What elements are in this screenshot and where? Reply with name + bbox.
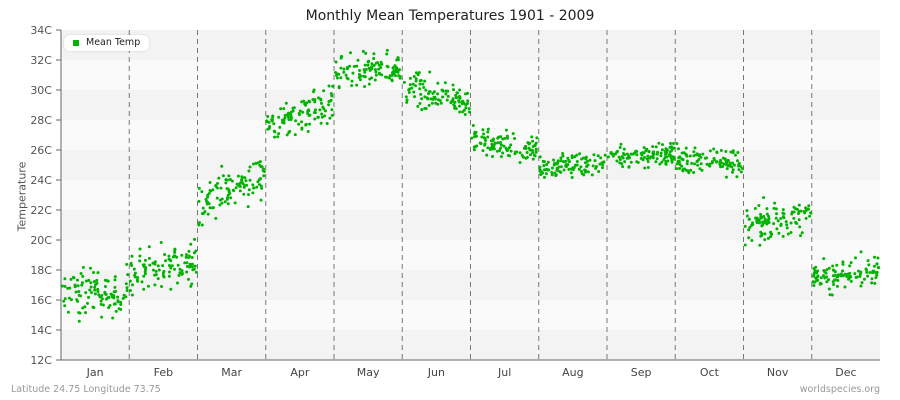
svg-text:Nov: Nov	[767, 366, 789, 379]
svg-text:Jan: Jan	[86, 366, 104, 379]
svg-text:20C: 20C	[30, 234, 52, 247]
source-credit: worldspecies.org	[799, 384, 880, 395]
svg-text:12C: 12C	[30, 354, 52, 367]
svg-text:22C: 22C	[30, 204, 52, 217]
svg-text:Apr: Apr	[290, 366, 310, 379]
svg-text:Jun: Jun	[427, 366, 445, 379]
svg-text:16C: 16C	[30, 294, 52, 307]
svg-text:32C: 32C	[30, 54, 52, 67]
legend: Mean Temp	[64, 35, 150, 51]
chart-title: Monthly Mean Temperatures 1901 - 2009	[305, 8, 595, 24]
svg-text:Aug: Aug	[562, 366, 583, 379]
svg-text:26C: 26C	[30, 144, 52, 157]
location-caption: Latitude 24.75 Longitude 73.75	[11, 384, 161, 395]
svg-text:May: May	[357, 366, 380, 379]
svg-text:34C: 34C	[30, 24, 52, 37]
svg-text:24C: 24C	[30, 174, 52, 187]
svg-text:28C: 28C	[30, 114, 52, 127]
svg-text:Sep: Sep	[631, 366, 652, 379]
svg-text:Oct: Oct	[700, 366, 720, 379]
svg-text:Dec: Dec	[835, 366, 856, 379]
svg-text:Mar: Mar	[221, 366, 242, 379]
svg-text:18C: 18C	[30, 264, 52, 277]
svg-text:30C: 30C	[30, 84, 52, 97]
legend-swatch	[73, 39, 79, 46]
svg-text:Jul: Jul	[497, 366, 511, 379]
legend-label: Mean Temp	[86, 37, 141, 48]
svg-text:14C: 14C	[30, 324, 52, 337]
svg-text:Feb: Feb	[154, 366, 173, 379]
